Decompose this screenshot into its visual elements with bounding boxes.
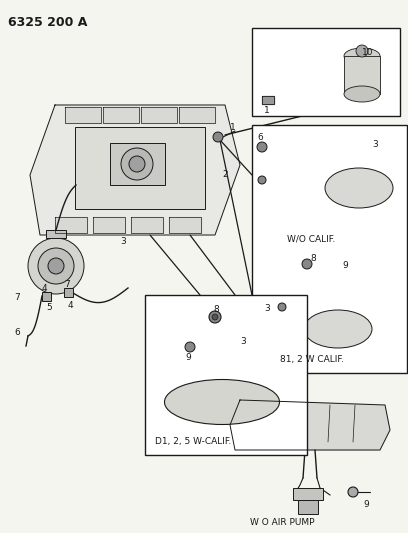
Polygon shape <box>141 107 177 123</box>
Bar <box>344 56 380 94</box>
Ellipse shape <box>164 379 279 424</box>
Ellipse shape <box>325 168 393 208</box>
Polygon shape <box>65 107 101 123</box>
Circle shape <box>213 132 223 142</box>
Text: 2: 2 <box>222 170 228 179</box>
Bar <box>145 295 307 455</box>
Bar <box>298 500 318 514</box>
Polygon shape <box>169 217 201 233</box>
Text: 6325 200 A: 6325 200 A <box>8 16 87 29</box>
Bar <box>110 143 165 185</box>
Polygon shape <box>179 107 215 123</box>
Text: 6: 6 <box>257 133 263 142</box>
Polygon shape <box>93 217 125 233</box>
Circle shape <box>258 176 266 184</box>
Circle shape <box>348 487 358 497</box>
Circle shape <box>356 45 368 57</box>
Ellipse shape <box>344 86 380 102</box>
Circle shape <box>185 342 195 352</box>
Text: 7: 7 <box>14 293 20 302</box>
Bar <box>46 230 66 238</box>
Polygon shape <box>262 96 274 104</box>
Circle shape <box>129 156 145 172</box>
Circle shape <box>278 303 286 311</box>
Text: 8: 8 <box>310 254 316 263</box>
Text: 5: 5 <box>46 303 52 312</box>
Circle shape <box>121 148 153 180</box>
Text: 1: 1 <box>264 106 270 115</box>
Bar <box>64 288 73 297</box>
Text: 1: 1 <box>230 123 236 132</box>
Text: 3: 3 <box>240 337 246 346</box>
Bar <box>75 127 205 209</box>
Text: 3: 3 <box>120 237 126 246</box>
Circle shape <box>48 258 64 274</box>
Circle shape <box>38 248 74 284</box>
Text: 9: 9 <box>342 261 348 270</box>
Text: 10: 10 <box>362 48 373 57</box>
Bar <box>252 28 400 116</box>
Circle shape <box>257 142 267 152</box>
Bar <box>293 488 323 500</box>
Text: W/O CALIF.: W/O CALIF. <box>287 235 335 244</box>
Text: 7: 7 <box>64 280 70 289</box>
Text: D1, 2, 5 W-CALIF.: D1, 2, 5 W-CALIF. <box>155 437 231 446</box>
Polygon shape <box>131 217 163 233</box>
Polygon shape <box>30 105 240 235</box>
Text: 4: 4 <box>42 284 48 293</box>
Text: 3: 3 <box>264 304 270 313</box>
Text: 3: 3 <box>372 140 378 149</box>
Circle shape <box>28 238 84 294</box>
Text: 81, 2 W CALIF.: 81, 2 W CALIF. <box>280 355 344 364</box>
Polygon shape <box>103 107 139 123</box>
Circle shape <box>209 311 221 323</box>
Circle shape <box>302 259 312 269</box>
Text: 8: 8 <box>213 305 219 314</box>
Text: 9: 9 <box>363 500 369 509</box>
Text: 4: 4 <box>68 301 73 310</box>
Ellipse shape <box>344 48 380 64</box>
Text: W O AIR PUMP: W O AIR PUMP <box>250 518 315 527</box>
Polygon shape <box>230 400 390 450</box>
Bar <box>252 125 407 373</box>
Polygon shape <box>55 217 87 233</box>
Ellipse shape <box>304 310 372 348</box>
Bar <box>42 292 51 301</box>
Text: 9: 9 <box>185 353 191 362</box>
Circle shape <box>212 314 218 320</box>
Text: 6: 6 <box>14 328 20 337</box>
